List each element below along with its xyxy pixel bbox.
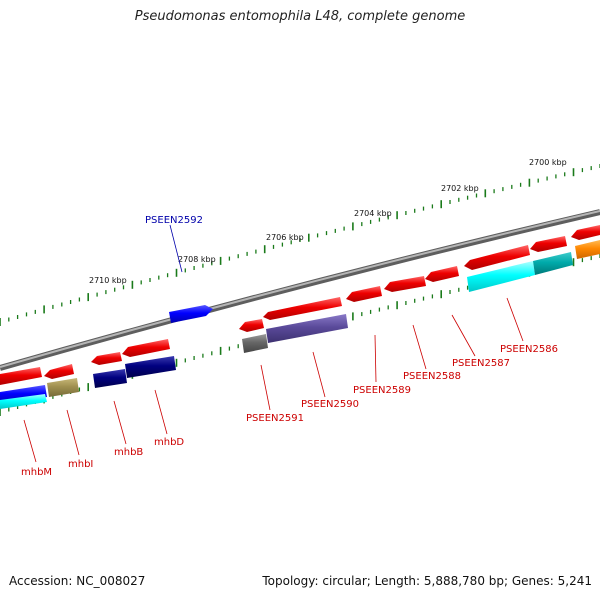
scale-label-2710: 2710 kbp xyxy=(89,276,127,285)
leader-pseen2588 xyxy=(412,324,427,370)
outer-tick-row xyxy=(0,164,600,326)
leader-pseen2590 xyxy=(312,351,326,398)
leader-pseen2587 xyxy=(451,314,476,357)
gene-cyan-left-block xyxy=(0,394,47,409)
gene-pseen2587[interactable] xyxy=(425,266,459,282)
accession-text: Accession: NC_008027 xyxy=(9,574,146,588)
gene-red-mhbm[interactable] xyxy=(0,367,42,385)
scale-label-2702: 2702 kbp xyxy=(441,184,479,193)
gene-label-mhbm[interactable]: mhbM xyxy=(21,467,52,478)
gene-teal-block xyxy=(533,252,573,275)
gene-cyan-block xyxy=(467,261,535,292)
scale-label-2706: 2706 kbp xyxy=(266,233,304,242)
leader-mhbd xyxy=(154,389,168,435)
gene-gray-block xyxy=(242,334,268,353)
gene-label-mhbd[interactable]: mhbD xyxy=(154,437,184,448)
leader-mhbi xyxy=(66,409,80,456)
gene-orange-block xyxy=(575,240,600,259)
gene-pseen2592[interactable] xyxy=(169,305,213,323)
gene-pseen2589[interactable] xyxy=(346,286,382,302)
gene-red-mhbb[interactable] xyxy=(91,352,122,365)
gene-label-pseen2588[interactable]: PSEEN2588 xyxy=(403,371,461,382)
gene-red-right-2[interactable] xyxy=(571,225,600,240)
gene-label-mhbi[interactable]: mhbI xyxy=(68,459,93,470)
scale-label-2700: 2700 kbp xyxy=(529,158,567,167)
gene-label-mhbb[interactable]: mhbB xyxy=(114,447,143,458)
gene-red-mhbi[interactable] xyxy=(44,364,74,379)
gene-label-pseen2590[interactable]: PSEEN2590 xyxy=(301,399,359,410)
gene-label-pseen2586[interactable]: PSEEN2586 xyxy=(500,344,558,355)
leader-mhbb xyxy=(113,400,127,445)
gene-label-pseen2591[interactable]: PSEEN2591 xyxy=(246,413,304,424)
topology-text: Topology: circular; Length: 5,888,780 bp… xyxy=(262,574,592,588)
gene-pseen2591[interactable] xyxy=(239,319,264,332)
gene-label-pseen2592[interactable]: PSEEN2592 xyxy=(145,215,203,226)
gene-pseen2588[interactable] xyxy=(384,276,426,292)
genome-title: Pseudomonas entomophila L48, complete ge… xyxy=(134,9,466,24)
gene-pseen2586[interactable] xyxy=(464,245,530,270)
gene-label-pseen2587[interactable]: PSEEN2587 xyxy=(452,358,510,369)
gene-label-pseen2589[interactable]: PSEEN2589 xyxy=(353,385,411,396)
gene-navy-block-1 xyxy=(93,369,127,388)
leader-pseen2589 xyxy=(374,334,377,383)
scale-label-2708: 2708 kbp xyxy=(178,255,216,264)
genome-backbone-highlight xyxy=(0,210,600,368)
leader-pseen2591 xyxy=(260,364,271,411)
leader-pseen2592 xyxy=(169,224,183,273)
scale-label-2704: 2704 kbp xyxy=(354,209,392,218)
gene-red-right-1[interactable] xyxy=(530,236,567,252)
gene-olive-block xyxy=(47,378,79,397)
leader-mhbm xyxy=(23,419,37,463)
gene-purple-block xyxy=(266,314,348,343)
gene-pseen2590[interactable] xyxy=(263,297,342,320)
gene-navy-block-2 xyxy=(125,356,176,378)
leader-pseen2586 xyxy=(506,297,524,342)
gene-red-mhbd[interactable] xyxy=(122,339,170,357)
